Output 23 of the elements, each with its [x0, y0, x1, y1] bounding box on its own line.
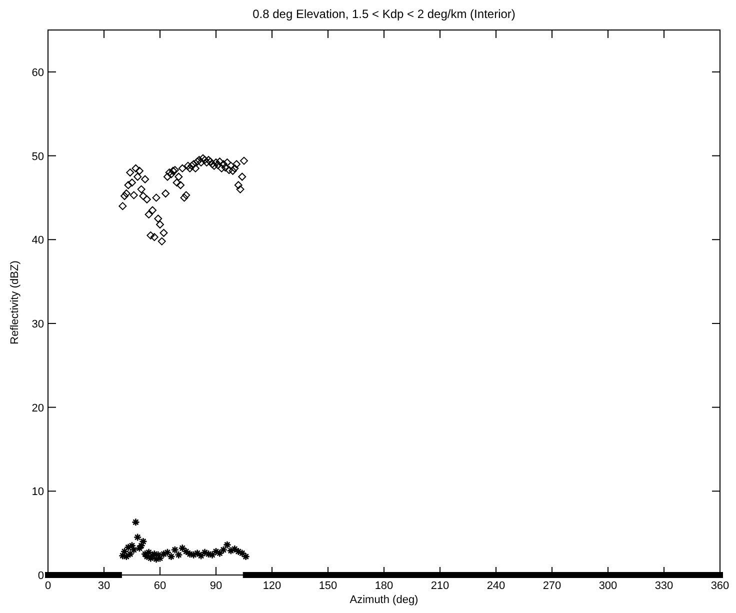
- y-tick-label: 30: [32, 318, 44, 330]
- x-axis-title: Azimuth (deg): [350, 594, 418, 606]
- y-tick-label: 20: [32, 402, 44, 414]
- x-tick-label: 30: [98, 580, 110, 592]
- y-tick-label: 0: [38, 570, 44, 582]
- x-tick-label: 0: [44, 580, 52, 592]
- chart-title: 0.8 deg Elevation, 1.5 < Kdp < 2 deg/km (Interior): [252, 7, 516, 21]
- y-tick-label: 50: [32, 150, 44, 163]
- x-tick-label: 360: [710, 580, 730, 592]
- x-tick-label: 60: [154, 580, 166, 592]
- x-tick-label: 210: [430, 580, 450, 592]
- x-tick-label: 330: [654, 580, 674, 592]
- x-tick-label: 90: [210, 580, 222, 592]
- x-tick-label: 300: [598, 580, 618, 592]
- x-tick-label: 120: [262, 580, 282, 592]
- y-tick-label: 40: [32, 234, 44, 247]
- y-axis-title: Reflectivity (dBZ): [9, 260, 21, 344]
- x-tick-label: 270: [542, 580, 562, 592]
- y-tick-label: 10: [32, 486, 44, 498]
- x-tick-label: 150: [318, 580, 338, 592]
- y-tick-label: 60: [32, 66, 44, 79]
- x-tick-label: 240: [486, 580, 506, 592]
- x-tick-label: 180: [374, 580, 394, 592]
